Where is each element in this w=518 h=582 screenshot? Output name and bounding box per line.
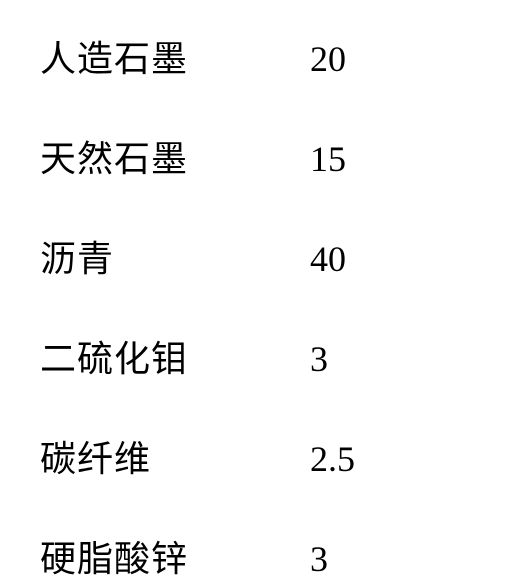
ingredient-value: 20 <box>310 38 346 80</box>
ingredient-label: 二硫化钼 <box>40 330 310 382</box>
ingredient-value: 3 <box>310 338 328 380</box>
ingredient-label: 天然石墨 <box>40 130 310 182</box>
ingredient-value: 40 <box>310 238 346 280</box>
ingredient-value: 15 <box>310 138 346 180</box>
ingredient-label: 硬脂酸锌 <box>40 530 310 582</box>
table-row: 人造石墨 20 <box>40 30 478 82</box>
ingredient-label: 人造石墨 <box>40 30 310 82</box>
table-row: 沥青 40 <box>40 230 478 282</box>
table-row: 硬脂酸锌 3 <box>40 530 478 582</box>
table-row: 二硫化钼 3 <box>40 330 478 382</box>
ingredient-label: 碳纤维 <box>40 430 310 482</box>
ingredient-label: 沥青 <box>40 230 310 282</box>
composition-table: 人造石墨 20 天然石墨 15 沥青 40 二硫化钼 3 碳纤维 2.5 硬脂酸… <box>40 30 478 582</box>
ingredient-value: 3 <box>310 538 328 580</box>
table-row: 碳纤维 2.5 <box>40 430 478 482</box>
table-row: 天然石墨 15 <box>40 130 478 182</box>
ingredient-value: 2.5 <box>310 438 355 480</box>
